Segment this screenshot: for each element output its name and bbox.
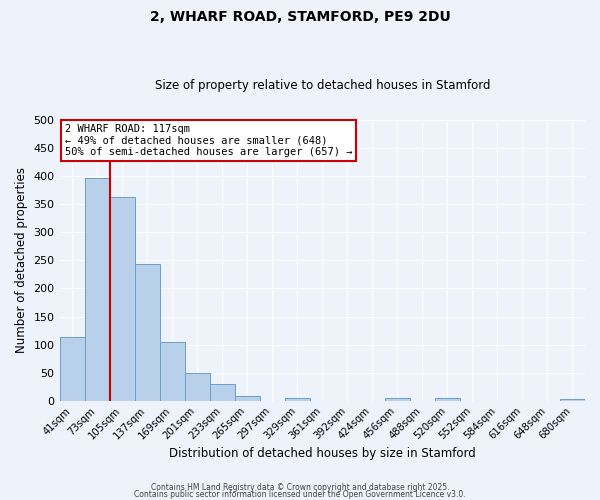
Bar	[385, 398, 410, 401]
X-axis label: Distribution of detached houses by size in Stamford: Distribution of detached houses by size …	[169, 447, 476, 460]
Bar	[110, 197, 134, 401]
Text: Contains public sector information licensed under the Open Government Licence v3: Contains public sector information licen…	[134, 490, 466, 499]
Text: 2, WHARF ROAD, STAMFORD, PE9 2DU: 2, WHARF ROAD, STAMFORD, PE9 2DU	[149, 10, 451, 24]
Bar	[185, 373, 209, 401]
Bar	[560, 400, 585, 401]
Text: 2 WHARF ROAD: 117sqm
← 49% of detached houses are smaller (648)
50% of semi-deta: 2 WHARF ROAD: 117sqm ← 49% of detached h…	[65, 124, 352, 157]
Text: Contains HM Land Registry data © Crown copyright and database right 2025.: Contains HM Land Registry data © Crown c…	[151, 484, 449, 492]
Bar	[209, 384, 235, 401]
Y-axis label: Number of detached properties: Number of detached properties	[15, 168, 28, 354]
Bar	[235, 396, 260, 401]
Bar	[59, 338, 85, 401]
Bar	[160, 342, 185, 401]
Bar	[134, 264, 160, 401]
Bar	[285, 398, 310, 401]
Bar	[435, 398, 460, 401]
Title: Size of property relative to detached houses in Stamford: Size of property relative to detached ho…	[155, 79, 490, 92]
Bar	[85, 178, 110, 401]
